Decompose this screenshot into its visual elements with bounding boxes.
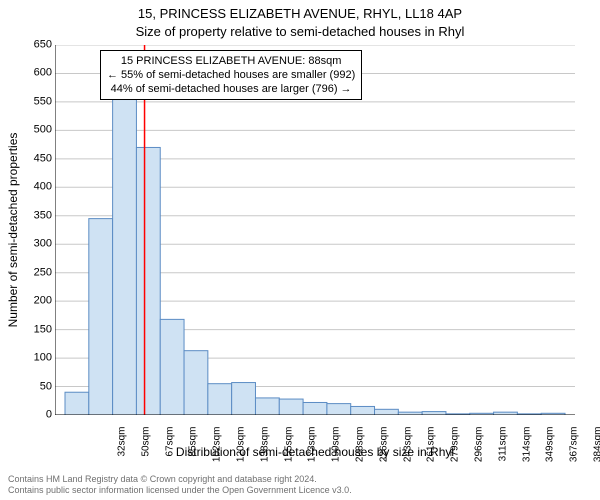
x-tick-label: 367sqm <box>569 427 580 477</box>
y-tick-label: 550 <box>7 96 52 107</box>
x-tick-label: 208sqm <box>355 427 366 477</box>
x-tick-label: 311sqm <box>497 427 508 477</box>
y-tick-label: 450 <box>7 153 52 164</box>
x-tick-label: 349sqm <box>545 427 556 477</box>
x-tick-label: 155sqm <box>283 427 294 477</box>
x-tick-label: 296sqm <box>474 427 485 477</box>
y-tick-label: 650 <box>7 40 52 51</box>
y-tick-label: 250 <box>7 267 52 278</box>
annotation-box: 15 PRINCESS ELIZABETH AVENUE: 88sqm ← 55… <box>100 50 362 100</box>
annotation-line3: 44% of semi-detached houses are larger (… <box>107 82 355 96</box>
x-tick-label: 50sqm <box>140 427 151 477</box>
footer-line1: Contains HM Land Registry data © Crown c… <box>8 474 352 485</box>
x-tick-label: 279sqm <box>450 427 461 477</box>
y-tick-label: 400 <box>7 182 52 193</box>
y-tick-label: 200 <box>7 296 52 307</box>
x-tick-label: 243sqm <box>402 427 413 477</box>
x-tick-label: 85sqm <box>188 427 199 477</box>
x-tick-label: 314sqm <box>521 427 532 477</box>
chart-subtitle: Size of property relative to semi-detach… <box>0 24 600 39</box>
footer-line2: Contains public sector information licen… <box>8 485 352 496</box>
x-tick-label: 226sqm <box>378 427 389 477</box>
x-tick-label: 138sqm <box>259 427 270 477</box>
x-tick-label: 102sqm <box>212 427 223 477</box>
chart-title: 15, PRINCESS ELIZABETH AVENUE, RHYL, LL1… <box>0 6 600 21</box>
x-tick-label: 173sqm <box>307 427 318 477</box>
x-tick-label: 32sqm <box>116 427 127 477</box>
annotation-line1: 15 PRINCESS ELIZABETH AVENUE: 88sqm <box>107 54 355 68</box>
chart-container: 15, PRINCESS ELIZABETH AVENUE, RHYL, LL1… <box>0 0 600 500</box>
y-tick-label: 0 <box>7 410 52 421</box>
x-tick-label: 261sqm <box>426 427 437 477</box>
y-tick-label: 300 <box>7 239 52 250</box>
plot-area <box>55 45 575 415</box>
y-tick-label: 350 <box>7 210 52 221</box>
y-tick-label: 600 <box>7 68 52 79</box>
footer: Contains HM Land Registry data © Crown c… <box>8 474 352 496</box>
x-tick-label: 384sqm <box>593 427 600 477</box>
y-tick-label: 50 <box>7 381 52 392</box>
x-tick-label: 67sqm <box>164 427 175 477</box>
y-tick-label: 500 <box>7 125 52 136</box>
annotation-line2: ← 55% of semi-detached houses are smalle… <box>107 68 355 82</box>
x-tick-label: 190sqm <box>331 427 342 477</box>
y-tick-label: 150 <box>7 324 52 335</box>
y-tick-label: 100 <box>7 353 52 364</box>
x-tick-label: 120sqm <box>235 427 246 477</box>
plot-svg <box>55 45 575 415</box>
